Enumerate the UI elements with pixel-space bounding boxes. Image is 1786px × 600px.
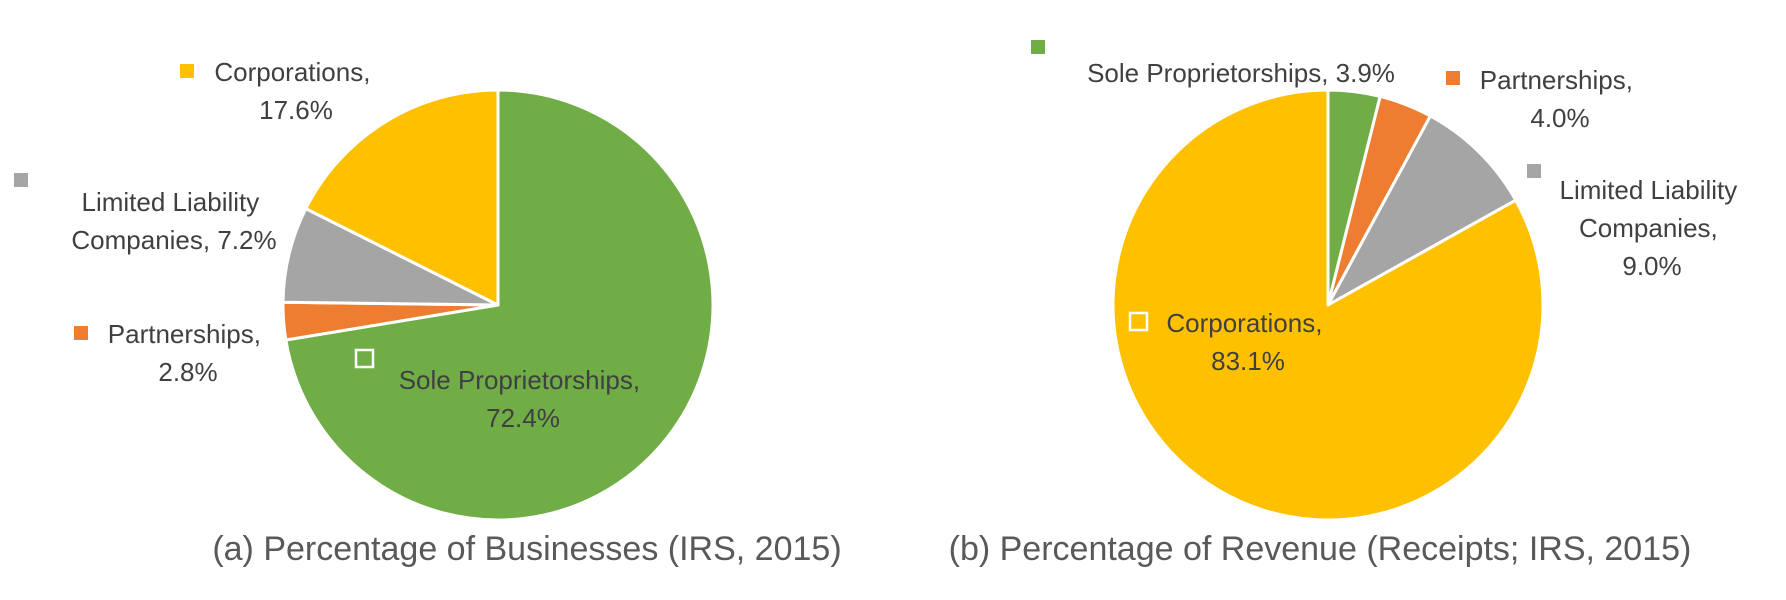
data-label-line: 83.1% <box>1211 346 1285 376</box>
data-label-line: 17.6% <box>259 95 333 125</box>
data-label-line: Limited Liability <box>1560 175 1738 205</box>
caption-a: (a) Percentage of Businesses (IRS, 2015) <box>212 530 841 568</box>
legend-key-sole-proprietorships <box>1031 40 1045 54</box>
pie-slice-limited-liability-companies <box>1326 114 1518 307</box>
legend-key-llc <box>1527 164 1541 178</box>
pie-chart-b: Sole Proprietorships, 3.9% Partnerships,… <box>949 40 1745 568</box>
pie-slice-corporations <box>304 88 500 307</box>
data-label-partnerships: Partnerships, 2.8% <box>108 319 268 387</box>
legend-key-partnerships <box>1446 71 1460 85</box>
data-label-line: Partnerships, <box>108 319 261 349</box>
data-label-corporations: Corporations, 83.1% <box>1166 308 1329 376</box>
data-label-line: Companies, 7.2% <box>71 225 276 255</box>
legend-key-corporations <box>180 64 194 78</box>
data-label-llc: Limited Liability Companies, 7.2% <box>71 187 276 255</box>
data-label-line: Corporations, <box>1166 308 1322 338</box>
legend-key-sole-proprietorships <box>354 348 375 369</box>
data-label-line: 9.0% <box>1622 251 1681 281</box>
data-label-line: Limited Liability <box>82 187 260 217</box>
legend-key-corporations <box>1128 311 1149 332</box>
data-label-llc: Limited Liability Companies, 9.0% <box>1560 175 1745 281</box>
caption-b: (b) Percentage of Revenue (Receipts; IRS… <box>949 530 1692 568</box>
data-label-line: Corporations, <box>214 57 370 87</box>
data-label-line: Companies, <box>1579 213 1718 243</box>
data-label-line: 4.0% <box>1530 103 1589 133</box>
data-label-partnerships: Partnerships, 4.0% <box>1480 65 1640 133</box>
data-label-line: Sole Proprietorships, <box>399 365 640 395</box>
data-label-sole-proprietorships: Sole Proprietorships, 72.4% <box>399 365 648 433</box>
data-label-corporations: Corporations, 17.6% <box>214 57 377 125</box>
data-label-sole-proprietorships: Sole Proprietorships, 3.9% <box>1087 58 1395 88</box>
data-label-line: Partnerships, <box>1480 65 1633 95</box>
legend-key-partnerships <box>74 326 88 340</box>
pie-chart-a: Sole Proprietorships, 72.4% Partnerships… <box>14 57 842 568</box>
data-label-line: 2.8% <box>158 357 217 387</box>
legend-key-llc <box>14 173 28 187</box>
data-label-line: 72.4% <box>486 403 560 433</box>
pie-slice-corporations <box>1111 88 1545 522</box>
